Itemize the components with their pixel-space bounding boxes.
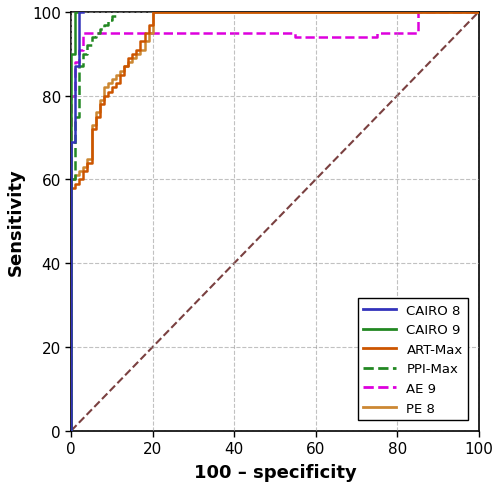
Y-axis label: Sensitivity: Sensitivity: [7, 168, 25, 276]
Legend: CAIRO 8, CAIRO 9, ART-Max, PPI-Max, AE 9, PE 8: CAIRO 8, CAIRO 9, ART-Max, PPI-Max, AE 9…: [358, 299, 468, 420]
X-axis label: 100 – specificity: 100 – specificity: [194, 463, 356, 481]
